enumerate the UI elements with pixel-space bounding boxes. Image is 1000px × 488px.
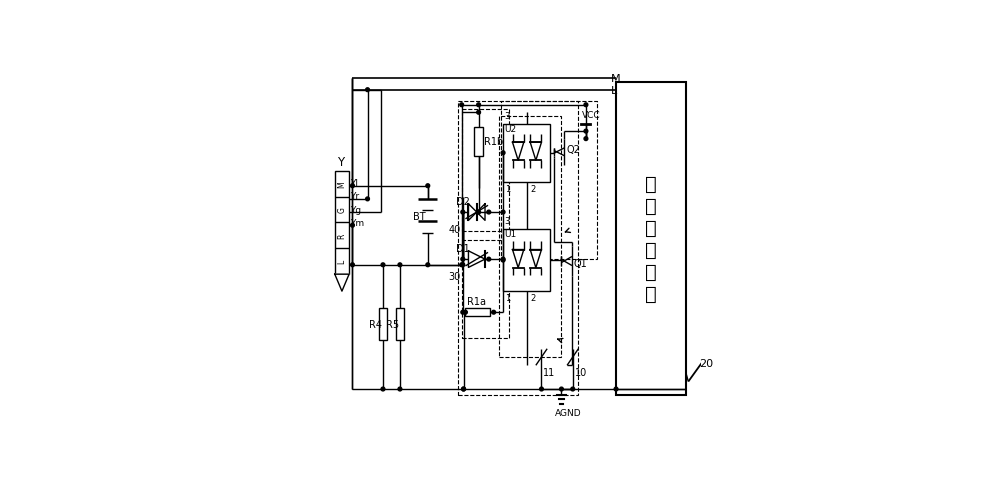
Text: Q1: Q1 [574, 258, 588, 268]
Polygon shape [335, 275, 349, 291]
Text: 2: 2 [530, 185, 536, 194]
Circle shape [477, 103, 480, 107]
Circle shape [487, 258, 491, 262]
Text: 2: 2 [530, 294, 536, 303]
Circle shape [426, 184, 430, 188]
Text: Y: Y [337, 155, 344, 168]
Circle shape [501, 211, 505, 215]
Text: Q2: Q2 [566, 145, 580, 155]
Bar [396, 308, 404, 341]
Text: 20: 20 [699, 358, 713, 368]
Text: R1b: R1b [484, 137, 503, 147]
Bar [462, 241, 509, 339]
Circle shape [461, 311, 465, 314]
Text: 功
能
電
路
模
塊: 功 能 電 路 模 塊 [645, 175, 657, 304]
Text: 1: 1 [505, 294, 510, 303]
Circle shape [477, 111, 480, 115]
Circle shape [501, 259, 505, 263]
Bar [465, 308, 490, 317]
Circle shape [351, 224, 354, 228]
Text: M: M [610, 74, 620, 84]
Circle shape [492, 311, 496, 314]
Circle shape [501, 258, 505, 262]
Circle shape [571, 387, 575, 391]
Text: L: L [337, 260, 346, 264]
Bar [501, 102, 597, 260]
Circle shape [460, 103, 464, 107]
Circle shape [351, 264, 354, 267]
Text: Yl: Yl [350, 179, 358, 188]
Circle shape [461, 264, 465, 267]
Polygon shape [468, 204, 477, 221]
Text: 11: 11 [543, 367, 556, 377]
Polygon shape [512, 250, 524, 268]
Text: U2: U2 [504, 124, 516, 133]
Bar [335, 171, 349, 275]
Text: R: R [337, 233, 346, 239]
Bar [503, 229, 550, 291]
Circle shape [477, 211, 480, 215]
Circle shape [584, 103, 588, 107]
Bar [462, 109, 509, 231]
Circle shape [426, 264, 430, 267]
Circle shape [464, 311, 467, 314]
Bar [379, 308, 387, 341]
Text: Ym: Ym [350, 218, 364, 227]
Text: AGND: AGND [555, 408, 581, 417]
Text: U1: U1 [504, 229, 516, 239]
Text: 10: 10 [575, 367, 587, 377]
Bar [503, 124, 550, 183]
Text: R4: R4 [369, 320, 382, 329]
Circle shape [461, 211, 465, 215]
Circle shape [366, 89, 369, 92]
Circle shape [366, 198, 369, 202]
Text: D2: D2 [456, 196, 470, 206]
Circle shape [584, 138, 588, 141]
Circle shape [462, 387, 465, 391]
Circle shape [398, 387, 402, 391]
Circle shape [460, 264, 464, 267]
Text: L: L [610, 85, 617, 96]
Text: BT: BT [413, 211, 426, 222]
Circle shape [398, 264, 402, 267]
Text: VCC: VCC [582, 110, 601, 120]
Text: R1a: R1a [467, 297, 486, 306]
Polygon shape [512, 143, 524, 161]
Bar [474, 128, 483, 156]
Circle shape [351, 184, 354, 188]
Text: 40: 40 [448, 224, 461, 235]
Polygon shape [530, 143, 541, 161]
Circle shape [381, 387, 385, 391]
Bar [616, 83, 686, 395]
Circle shape [487, 211, 491, 215]
Circle shape [461, 258, 465, 262]
Text: M: M [337, 181, 346, 187]
Text: 3: 3 [504, 112, 510, 121]
Polygon shape [530, 250, 541, 268]
Text: D1: D1 [456, 244, 470, 253]
Bar [458, 102, 578, 395]
Text: 3: 3 [504, 217, 510, 226]
Polygon shape [477, 204, 485, 221]
Circle shape [381, 264, 385, 267]
Bar [499, 117, 561, 357]
Text: G: G [337, 207, 346, 213]
Text: 1: 1 [505, 185, 510, 194]
Circle shape [501, 152, 505, 155]
Text: Yr: Yr [350, 192, 359, 201]
Circle shape [584, 130, 588, 134]
Polygon shape [468, 251, 485, 268]
Circle shape [540, 387, 543, 391]
Text: 30: 30 [448, 271, 461, 282]
Text: R5: R5 [386, 320, 399, 329]
Text: Yg: Yg [350, 205, 361, 214]
Circle shape [614, 387, 618, 391]
Circle shape [462, 387, 465, 391]
Circle shape [560, 387, 563, 391]
